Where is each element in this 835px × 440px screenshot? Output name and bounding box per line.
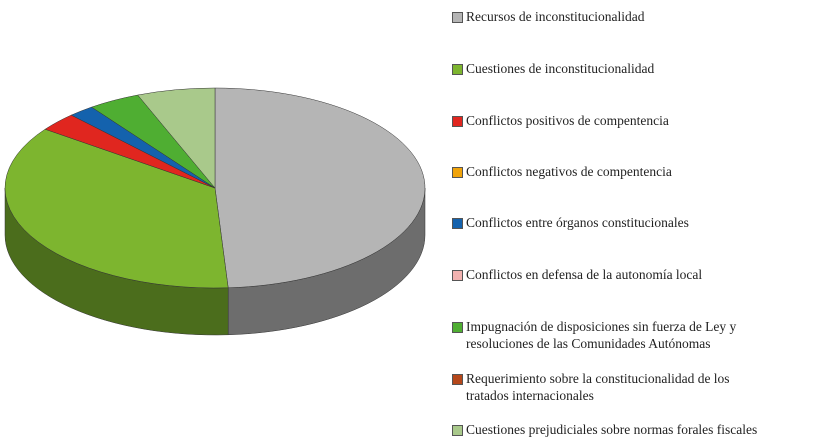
legend-label: Cuestiones de inconstitucionalidad bbox=[466, 61, 655, 76]
legend-swatch bbox=[452, 270, 463, 281]
legend-item: Recursos de inconstitucionalidad bbox=[452, 8, 644, 25]
legend-item: Conflictos entre órganos constitucionale… bbox=[452, 214, 689, 231]
pie-slice bbox=[137, 87, 216, 189]
legend-swatch bbox=[452, 12, 463, 23]
legend-item: Conflictos en defensa de la autonomía lo… bbox=[452, 266, 702, 283]
legend-label: Cuestiones prejudiciales sobre normas fo… bbox=[466, 422, 758, 437]
legend-item: Requerimiento sobre la constitucionalida… bbox=[452, 370, 730, 404]
legend-swatch bbox=[452, 218, 463, 229]
legend-label: Conflictos negativos de compentencia bbox=[466, 164, 672, 179]
legend-label: Conflictos positivos de compentencia bbox=[466, 113, 669, 128]
legend-swatch bbox=[452, 425, 463, 436]
legend-label: Impugnación de disposiciones sin fuerza … bbox=[466, 319, 737, 351]
legend-item: Cuestiones prejudiciales sobre normas fo… bbox=[452, 421, 757, 438]
legend-swatch bbox=[452, 167, 463, 178]
legend-label: Requerimiento sobre la constitucionalida… bbox=[466, 371, 730, 403]
legend-item: Conflictos positivos de compentencia bbox=[452, 112, 669, 129]
pie-slice bbox=[4, 128, 229, 289]
legend-swatch bbox=[452, 374, 463, 385]
legend-label: Conflictos en defensa de la autonomía lo… bbox=[466, 267, 703, 282]
legend-label: Recursos de inconstitucionalidad bbox=[466, 9, 645, 24]
legend-label: Conflictos entre órganos constitucionale… bbox=[466, 215, 689, 230]
legend-item: Cuestiones de inconstitucionalidad bbox=[452, 60, 654, 77]
legend-swatch bbox=[452, 322, 463, 333]
legend-item: Impugnación de disposiciones sin fuerza … bbox=[452, 318, 736, 352]
legend-swatch bbox=[452, 116, 463, 127]
legend-item: Conflictos negativos de compentencia bbox=[452, 163, 672, 180]
pie-chart bbox=[4, 87, 426, 336]
pie-slice bbox=[214, 87, 426, 289]
legend-swatch bbox=[452, 64, 463, 75]
